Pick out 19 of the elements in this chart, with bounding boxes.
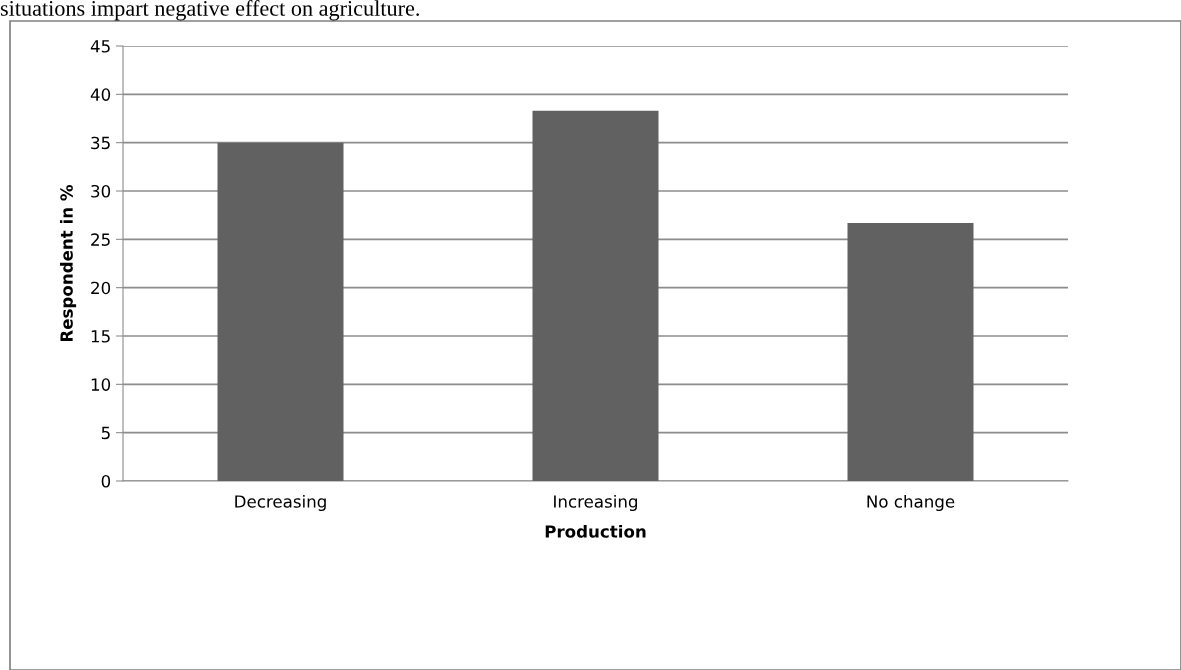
bar	[532, 110, 659, 481]
x-axis-title: Production	[545, 524, 646, 538]
text: situations impart negative effect on agriculture.	[0, 0, 419, 21]
bar	[847, 222, 974, 481]
x-tick-label: No change	[867, 494, 955, 512]
x-tick-label: Increasing	[554, 494, 638, 512]
x-tick-label: Decreasing	[235, 494, 326, 512]
y-tick-label: 35	[91, 136, 110, 150]
y-tick-label: 25	[91, 233, 110, 246]
bar	[217, 142, 344, 481]
y-tick-label: 10	[91, 378, 111, 391]
y-tick-label: 20	[91, 281, 111, 295]
y-axis-title: Respondent in %	[59, 184, 77, 342]
y-tick-label: 15	[91, 330, 110, 343]
y-tick-label: 30	[91, 184, 111, 198]
y-tick-label: 45	[90, 40, 110, 53]
y-tick-label: 0	[101, 474, 111, 488]
y-tick-label: 40	[90, 88, 111, 101]
y-tick-label: 5	[101, 426, 110, 440]
